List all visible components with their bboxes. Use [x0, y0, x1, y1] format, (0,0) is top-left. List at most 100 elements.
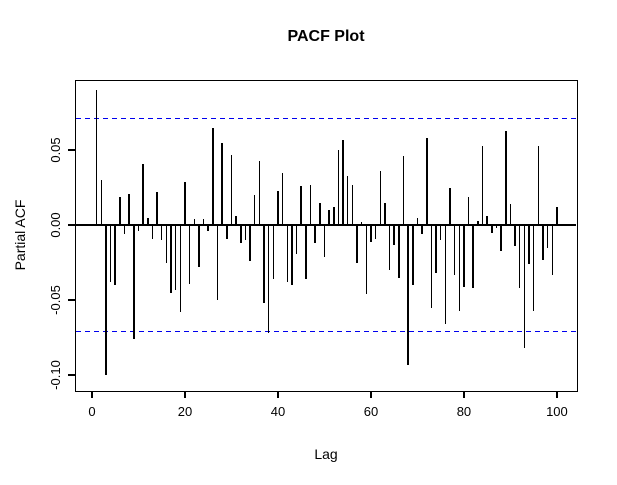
pacf-spike-lag-49	[319, 202, 321, 225]
pacf-spike-lag-78	[453, 225, 456, 275]
pacf-spike-lag-68	[407, 225, 409, 365]
pacf-spike-lag-9	[133, 225, 135, 339]
pacf-spike-lag-85	[486, 216, 488, 225]
y-axis-title: Partial ACF	[12, 199, 28, 271]
pacf-spike-lag-73	[430, 225, 433, 308]
pacf-spike-lag-64	[388, 225, 391, 270]
pacf-spike-lag-14	[156, 192, 158, 225]
x-tick-label: 60	[363, 404, 379, 419]
pacf-spike-lag-100	[556, 207, 558, 225]
pacf-spike-lag-61	[374, 225, 377, 239]
pacf-spike-lag-69	[412, 225, 414, 285]
pacf-spike-lag-58	[360, 222, 363, 225]
pacf-spike-lag-15	[160, 225, 163, 240]
pacf-spike-lag-71	[421, 225, 423, 234]
pacf-spike-lag-93	[523, 225, 526, 348]
pacf-spike-lag-23	[198, 225, 200, 267]
pacf-spike-lag-80	[463, 225, 465, 287]
pacf-spike-lag-84	[481, 145, 484, 225]
pacf-spike-lag-60	[370, 225, 372, 242]
pacf-spike-lag-76	[444, 225, 447, 324]
pacf-spike-lag-20	[184, 181, 186, 225]
x-tick	[370, 391, 372, 398]
pacf-spike-lag-63	[384, 202, 386, 225]
pacf-spike-lag-19	[179, 225, 182, 312]
pacf-spike-lag-99	[551, 225, 554, 275]
pacf-spike-lag-5	[114, 225, 116, 285]
pacf-spike-lag-57	[356, 225, 358, 263]
pacf-spike-lag-29	[226, 225, 228, 239]
pacf-spike-lag-94	[528, 225, 530, 264]
pacf-spike-lag-18	[174, 225, 177, 290]
pacf-spike-lag-48	[314, 225, 316, 243]
pacf-spike-lag-22	[193, 219, 196, 225]
pacf-spike-lag-39	[272, 225, 275, 279]
pacf-spike-lag-74	[435, 225, 437, 273]
pacf-spike-lag-97	[542, 225, 544, 260]
pacf-spike-lag-52	[333, 207, 335, 225]
pacf-spike-lag-10	[137, 225, 140, 231]
pacf-spike-lag-25	[207, 225, 209, 231]
pacf-spike-lag-56	[351, 184, 354, 225]
upper-confidence-line	[76, 117, 576, 120]
pacf-spike-lag-2	[100, 180, 103, 225]
pacf-spike-lag-82	[472, 225, 474, 288]
x-tick	[556, 391, 558, 398]
y-tick	[67, 224, 75, 226]
pacf-spike-lag-88	[500, 225, 502, 251]
pacf-spike-lag-92	[518, 225, 521, 288]
pacf-spike-lag-1	[95, 90, 98, 225]
x-tick	[463, 391, 465, 398]
pacf-spike-lag-86	[491, 225, 493, 233]
chart-title: PACF Plot	[287, 28, 365, 45]
pacf-spike-lag-6	[119, 196, 121, 225]
pacf-spike-lag-34	[249, 225, 251, 261]
x-tick	[277, 391, 279, 398]
pacf-spike-lag-24	[202, 219, 205, 225]
pacf-spike-lag-95	[532, 225, 535, 311]
y-tick-label: 0.05	[48, 137, 63, 163]
y-tick	[67, 374, 75, 376]
pacf-spike-lag-21	[188, 225, 191, 284]
pacf-spike-lag-87	[495, 225, 498, 228]
pacf-spike-lag-53	[337, 150, 340, 225]
pacf-spike-lag-7	[123, 225, 126, 234]
pacf-spike-lag-37	[263, 225, 265, 303]
pacf-spike-lag-55	[346, 175, 349, 225]
x-tick-label: 80	[456, 404, 472, 419]
pacf-spike-lag-35	[253, 195, 256, 225]
pacf-spike-lag-96	[537, 145, 540, 225]
pacf-spike-lag-44	[295, 225, 298, 254]
y-tick	[67, 149, 75, 151]
pacf-spike-lag-32	[240, 225, 242, 243]
pacf-spike-lag-43	[291, 225, 293, 285]
pacf-spike-lag-77	[449, 187, 451, 225]
pacf-spike-lag-50	[323, 225, 326, 257]
x-tick-label: 0	[88, 404, 96, 419]
pacf-spike-lag-90	[509, 204, 512, 225]
pacf-spike-lag-46	[305, 225, 307, 279]
pacf-spike-lag-65	[393, 225, 395, 245]
pacf-spike-lag-79	[458, 225, 461, 311]
pacf-spike-lag-66	[398, 225, 400, 278]
y-tick-label: -0.05	[48, 285, 63, 315]
pacf-spike-lag-30	[230, 154, 233, 225]
y-tick	[67, 299, 75, 301]
pacf-spike-lag-45	[300, 186, 302, 225]
zero-line	[76, 224, 576, 226]
pacf-spike-lag-89	[505, 130, 507, 225]
x-tick-label: 20	[177, 404, 193, 419]
pacf-spike-lag-36	[258, 160, 261, 225]
pacf-spike-lag-8	[128, 193, 130, 225]
plot-border	[74, 79, 578, 392]
pacf-spike-lag-31	[235, 216, 237, 225]
pacf-spike-lag-41	[281, 172, 284, 225]
pacf-spike-lag-3	[105, 225, 107, 375]
pacf-spike-lag-98	[546, 225, 549, 248]
pacf-spike-lag-47	[309, 184, 312, 225]
y-tick-label: -0.10	[48, 360, 63, 390]
x-tick-label: 100	[546, 404, 568, 419]
pacf-spike-lag-11	[142, 163, 144, 225]
pacf-spike-lag-33	[244, 225, 247, 240]
